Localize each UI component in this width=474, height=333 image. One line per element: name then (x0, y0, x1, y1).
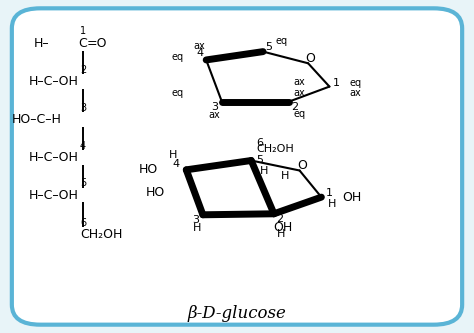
Text: 3: 3 (80, 103, 86, 113)
Text: =O: =O (87, 37, 107, 50)
Text: H: H (276, 229, 285, 239)
Text: 4: 4 (197, 48, 204, 58)
Text: H: H (192, 223, 201, 233)
Text: C: C (79, 37, 87, 50)
Text: CH₂OH: CH₂OH (81, 228, 123, 241)
Text: 6: 6 (256, 138, 263, 148)
Text: eq: eq (350, 78, 362, 88)
Text: 4: 4 (172, 159, 179, 169)
Text: 3: 3 (192, 215, 199, 225)
Text: H: H (169, 150, 178, 160)
Text: H–C–OH: H–C–OH (28, 188, 78, 202)
Text: 5: 5 (265, 42, 273, 52)
Text: OH: OH (342, 190, 362, 204)
Text: 6: 6 (80, 218, 86, 228)
Text: eq: eq (294, 109, 306, 119)
Text: 2: 2 (292, 102, 299, 112)
Text: β-D-glucose: β-D-glucose (188, 304, 286, 322)
Text: 2: 2 (276, 214, 283, 224)
Text: HO: HO (146, 186, 165, 199)
FancyBboxPatch shape (12, 8, 462, 325)
Text: 1: 1 (80, 26, 86, 36)
Text: eq: eq (172, 88, 184, 98)
Text: O: O (306, 52, 315, 65)
Text: 1: 1 (333, 78, 340, 88)
Text: ax: ax (293, 88, 305, 98)
Text: 5: 5 (256, 155, 263, 165)
Text: eq: eq (172, 52, 184, 62)
Text: O: O (298, 159, 307, 172)
Text: H: H (260, 166, 268, 176)
Text: H–: H– (34, 37, 50, 50)
Text: H: H (281, 171, 289, 181)
Text: CH₂OH: CH₂OH (256, 144, 294, 154)
Text: H–C–OH: H–C–OH (28, 151, 78, 164)
Text: H: H (328, 199, 337, 209)
Text: H–C–OH: H–C–OH (28, 75, 78, 88)
Text: HO–C–H: HO–C–H (12, 113, 62, 126)
Text: 3: 3 (211, 102, 218, 112)
Text: OH: OH (273, 220, 293, 234)
Text: 4: 4 (80, 141, 86, 151)
Text: 1: 1 (326, 188, 333, 198)
Text: 5: 5 (80, 178, 86, 188)
Text: ax: ax (293, 77, 305, 87)
Text: ax: ax (209, 110, 220, 120)
Text: eq: eq (276, 36, 288, 46)
Text: ax: ax (350, 88, 362, 98)
Text: 2: 2 (80, 65, 86, 75)
Text: HO: HO (138, 163, 158, 176)
Text: ax: ax (193, 41, 205, 51)
